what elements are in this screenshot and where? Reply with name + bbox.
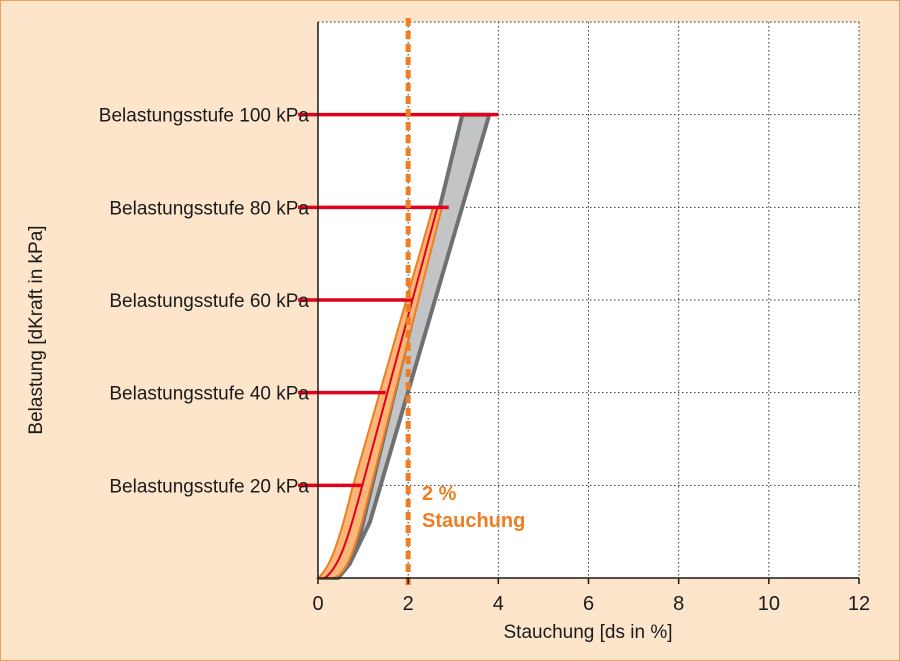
x-tick-label: 10 <box>758 593 780 615</box>
x-axis-label: Stauchung [ds in %] <box>504 622 673 643</box>
x-tick-label: 12 <box>848 593 870 615</box>
axes: 0 2 4 6 8 10 12 <box>312 22 870 615</box>
reference-label-line2: Stauchung <box>422 510 525 532</box>
reference-label-line1: 2 % <box>422 483 457 505</box>
category-label: Belastungsstufe 60 kPa <box>109 291 309 312</box>
category-label: Belastungsstufe 80 kPa <box>109 198 309 219</box>
x-tick-label: 2 <box>403 593 414 615</box>
x-tick-label: 0 <box>312 593 323 615</box>
category-label: Belastungsstufe 20 kPa <box>109 476 309 497</box>
red-center-line <box>324 207 439 579</box>
x-tick-label: 8 <box>673 593 684 615</box>
y-axis-label: Belastung [dKraft in kPa] <box>26 225 47 434</box>
load-level-markers: Belastungsstufe 20 kPa Belastungsstufe 40… <box>99 106 499 497</box>
category-label: Belastungsstufe 40 kPa <box>109 384 309 405</box>
x-tick-label: 6 <box>583 593 594 615</box>
x-tick-label: 4 <box>493 593 504 615</box>
category-label: Belastungsstufe 100 kPa <box>99 106 310 127</box>
